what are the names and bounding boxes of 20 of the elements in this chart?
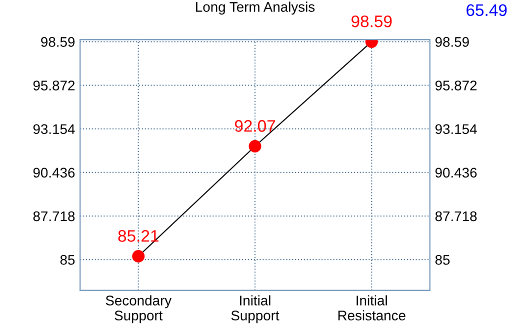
y2-tick-label: 98.59 [435, 37, 469, 47]
y-tick-label: 98.59 [41, 37, 75, 47]
text: 65.49 [466, 4, 507, 16]
y-tick-label: 93.154 [33, 124, 75, 134]
data-label: 98.59 [352, 15, 392, 28]
y2-tick-label: 95.872 [435, 80, 477, 90]
y-tick-label: 85 [60, 254, 75, 265]
data-label: 85.21 [118, 230, 158, 242]
x-tick-label: Initial Resistance [338, 295, 406, 320]
y2-tick-label: 93.154 [435, 124, 477, 134]
y-tick-label: 95.872 [33, 80, 75, 90]
y2-tick-label: 90.436 [435, 168, 477, 178]
x-tick-label: Secondary Support [106, 295, 172, 324]
chart-title: Long Term Analysis [196, 2, 315, 15]
y-tick-label: 87.718 [33, 211, 75, 222]
x-tick-label: Initial Support [231, 295, 280, 324]
y2-tick-label: 85 [435, 254, 450, 265]
data-label: 92.07 [234, 120, 276, 132]
y2-tick-label: 87.718 [435, 211, 477, 222]
y-tick-label: 90.436 [33, 168, 75, 178]
